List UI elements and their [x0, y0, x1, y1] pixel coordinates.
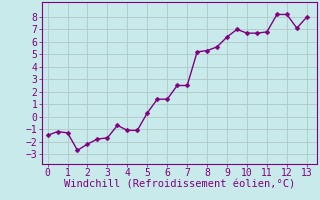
- X-axis label: Windchill (Refroidissement éolien,°C): Windchill (Refroidissement éolien,°C): [64, 180, 295, 190]
